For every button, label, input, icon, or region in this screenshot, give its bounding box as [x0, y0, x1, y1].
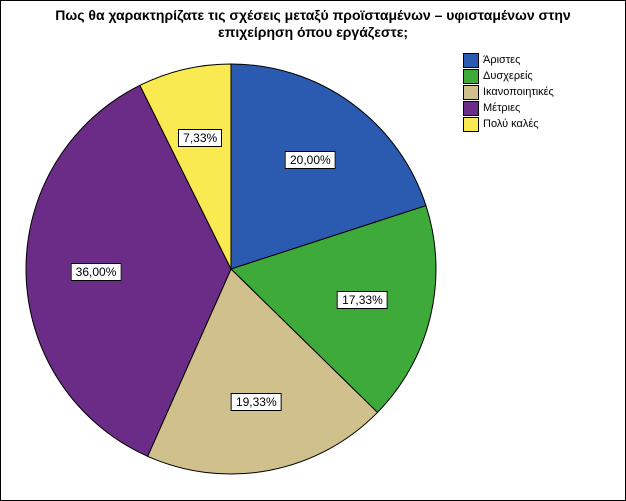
pie-chart: 20,00% 17,33% 19,33% 36,00% 7,33%	[11, 49, 451, 489]
legend-label: Πολύ καλές	[483, 118, 539, 132]
legend-swatch	[463, 53, 479, 68]
slice-pct-label: 7,33%	[178, 129, 222, 147]
legend-item: Άριστες	[463, 53, 554, 68]
legend-swatch	[463, 117, 479, 132]
legend-swatch	[463, 69, 479, 84]
legend-label: Δυσχερείς	[483, 70, 533, 84]
legend: Άριστες Δυσχερείς Ικανοποιητικές Μέτριες Πολ…	[463, 53, 554, 133]
slice-pct-label: 19,33%	[231, 393, 282, 411]
chart-title: Πως θα χαρακτηρίζατε τις σχέσεις μεταξύ …	[1, 7, 625, 41]
slice-pct-label: 20,00%	[285, 151, 336, 169]
slice-pct-label: 17,33%	[337, 291, 388, 309]
chart-container: Πως θα χαρακτηρίζατε τις σχέσεις μεταξύ …	[0, 0, 626, 501]
slice-pct-label: 36,00%	[71, 263, 122, 281]
legend-label: Μέτριες	[483, 102, 520, 116]
legend-swatch	[463, 101, 479, 116]
legend-label: Άριστες	[483, 54, 520, 68]
legend-item: Δυσχερείς	[463, 69, 554, 84]
legend-item: Πολύ καλές	[463, 117, 554, 132]
legend-label: Ικανοποιητικές	[483, 86, 554, 100]
legend-item: Ικανοποιητικές	[463, 85, 554, 100]
legend-item: Μέτριες	[463, 101, 554, 116]
legend-swatch	[463, 85, 479, 100]
